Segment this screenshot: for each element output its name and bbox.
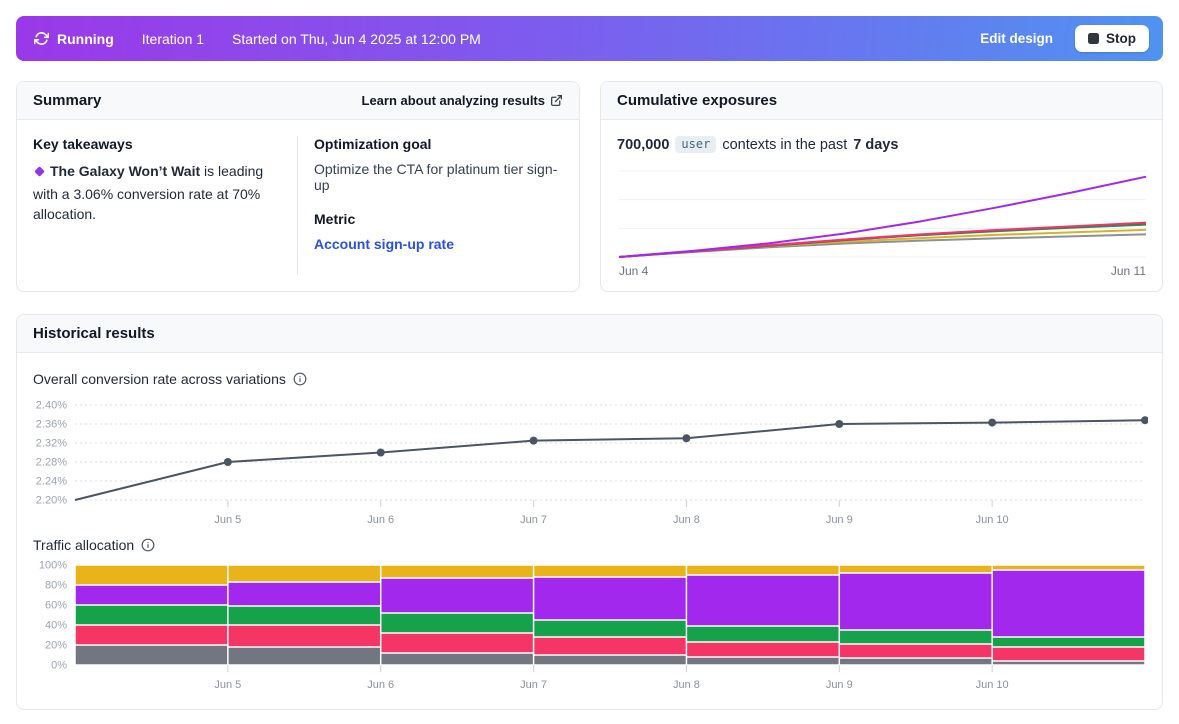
cumulative-exposures-chart: Jun 4 Jun 11 — [617, 161, 1146, 279]
takeaway-rest: is leading with a 3.06% conversion rate … — [33, 163, 264, 223]
svg-text:Jun 4: Jun 4 — [619, 264, 649, 278]
historical-card-header: Historical results — [17, 315, 1162, 353]
metric-heading: Metric — [314, 211, 356, 227]
leading-variation-name: The Galaxy Won’t Wait — [50, 163, 201, 179]
exposures-days: 7 days — [853, 136, 899, 153]
svg-text:Jun 9: Jun 9 — [826, 514, 853, 526]
conversion-section-title-row: Overall conversion rate across variation… — [33, 371, 1146, 387]
experiment-status-banner: Running Iteration 1 Started on Thu, Jun … — [16, 16, 1163, 61]
key-takeaways-heading: Key takeaways — [33, 136, 133, 152]
svg-text:2.32%: 2.32% — [36, 438, 67, 450]
traffic-allocation-chart: 100% 80% 60% 40% 20% 0% Jun 5 Jun 6 Jun 7 Jun 8 Ju… — [33, 559, 1146, 699]
started-label: Started on Thu, Jun 4 2025 at 12:00 PM — [232, 30, 481, 47]
svg-text:Jun 7: Jun 7 — [520, 514, 547, 526]
stop-button[interactable]: Stop — [1075, 25, 1149, 52]
svg-text:2.28%: 2.28% — [36, 457, 67, 469]
exposures-title: Cumulative exposures — [617, 92, 778, 109]
historical-results-card: Historical results Overall conversion ra… — [16, 314, 1163, 710]
exposures-middle-text: contexts in the past — [722, 136, 848, 153]
summary-title: Summary — [33, 92, 102, 109]
svg-text:Jun 8: Jun 8 — [673, 514, 700, 526]
svg-text:2.40%: 2.40% — [36, 400, 67, 412]
svg-text:80%: 80% — [45, 580, 67, 592]
summary-divider — [297, 136, 298, 275]
metric-link[interactable]: Account sign-up rate — [314, 236, 455, 252]
status-running: Running — [34, 31, 114, 47]
learn-link-label: Learn about analyzing results — [361, 93, 546, 108]
edit-design-link[interactable]: Edit design — [980, 31, 1053, 46]
traffic-section-title: Traffic allocation — [33, 537, 135, 553]
variation-diamond-icon — [33, 163, 46, 184]
exposures-summary-line: 700,000 user contexts in the past 7 days — [617, 136, 1146, 153]
external-link-icon — [550, 94, 563, 107]
exposures-count: 700,000 — [617, 136, 670, 153]
key-takeaway-text: The Galaxy Won’t Wait is leading with a … — [33, 161, 281, 225]
exposures-card-header: Cumulative exposures — [601, 82, 1162, 120]
svg-text:20%: 20% — [45, 640, 67, 652]
svg-text:2.20%: 2.20% — [36, 495, 67, 507]
refresh-icon — [34, 31, 49, 46]
stop-icon — [1088, 33, 1099, 44]
svg-text:Jun 7: Jun 7 — [520, 679, 547, 691]
historical-title: Historical results — [33, 325, 155, 342]
info-icon[interactable] — [141, 538, 155, 552]
traffic-section-title-row: Traffic allocation — [33, 537, 1146, 553]
user-unit-badge: user — [675, 136, 717, 153]
svg-text:Jun 10: Jun 10 — [976, 514, 1009, 526]
conversion-rate-chart: 2.40% 2.36% 2.32% 2.28% 2.24% 2.20% Jun 5 Jun 6… — [33, 393, 1148, 527]
summary-card-header: Summary Learn about analyzing results — [17, 82, 579, 120]
optimization-goal-heading: Optimization goal — [314, 136, 432, 152]
stop-button-label: Stop — [1106, 31, 1136, 46]
svg-text:2.24%: 2.24% — [36, 476, 67, 488]
svg-text:Jun 8: Jun 8 — [673, 679, 700, 691]
svg-text:Jun 5: Jun 5 — [214, 679, 241, 691]
svg-text:100%: 100% — [39, 560, 67, 572]
summary-card: Summary Learn about analyzing results — [16, 81, 580, 292]
svg-text:Jun 5: Jun 5 — [214, 514, 241, 526]
svg-text:Jun 9: Jun 9 — [826, 679, 853, 691]
cumulative-exposures-card: Cumulative exposures 700,000 user contex… — [600, 81, 1163, 292]
iteration-label: Iteration 1 — [141, 30, 205, 47]
svg-text:Jun 10: Jun 10 — [976, 679, 1009, 691]
svg-text:2.36%: 2.36% — [36, 419, 67, 431]
conversion-section-title: Overall conversion rate across variation… — [33, 371, 286, 387]
svg-text:Jun 11: Jun 11 — [1111, 264, 1146, 278]
svg-text:40%: 40% — [45, 620, 67, 632]
svg-text:0%: 0% — [51, 660, 67, 672]
svg-text:60%: 60% — [45, 600, 67, 612]
optimization-goal-text: Optimize the CTA for platinum tier sign-… — [314, 161, 558, 193]
svg-text:Jun 6: Jun 6 — [367, 679, 394, 691]
svg-text:Jun 6: Jun 6 — [367, 514, 394, 526]
status-label: Running — [57, 30, 114, 47]
learn-about-results-link[interactable]: Learn about analyzing results — [362, 93, 564, 108]
info-icon[interactable] — [293, 372, 307, 386]
